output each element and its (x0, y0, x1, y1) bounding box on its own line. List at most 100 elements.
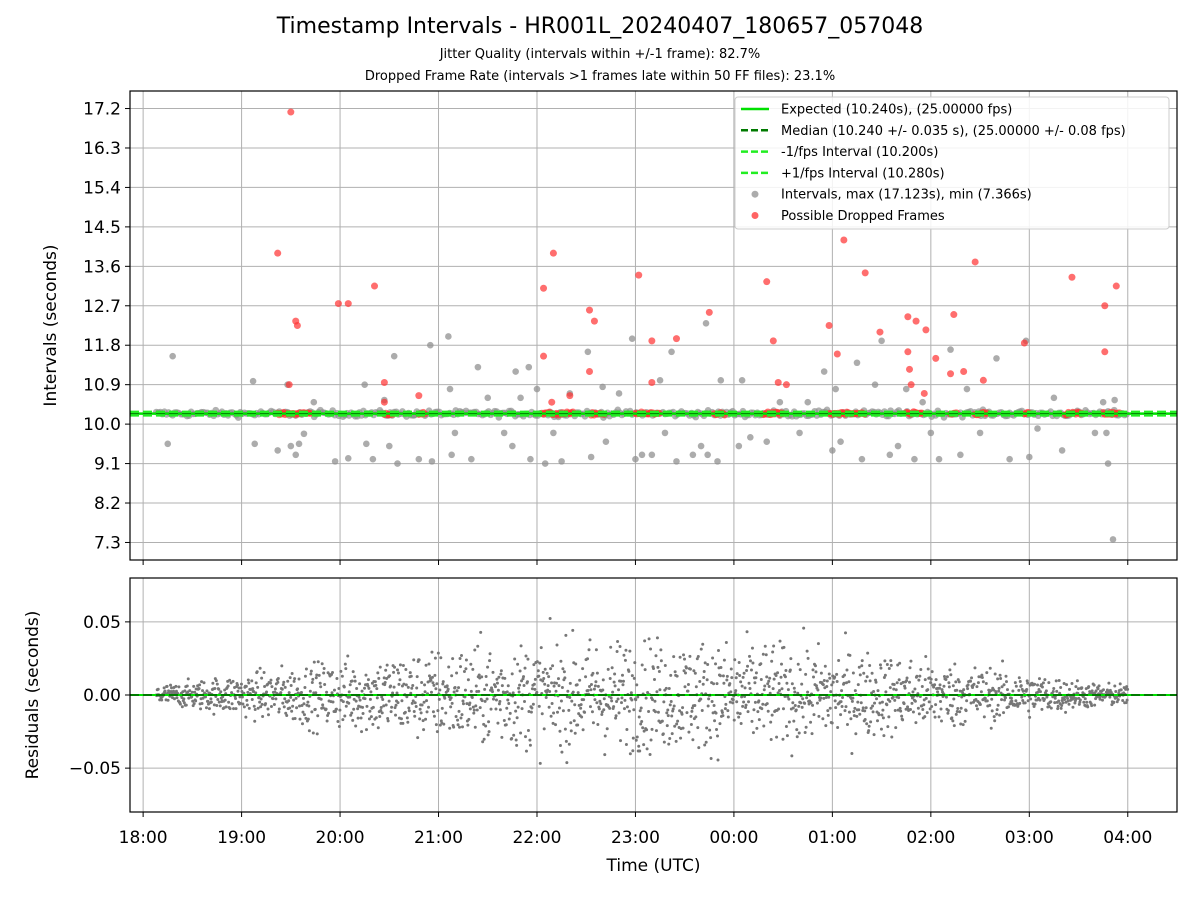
residual-point (921, 707, 925, 711)
residual-point (488, 659, 492, 663)
residual-point (299, 691, 303, 695)
residual-point (812, 675, 816, 679)
residual-point (979, 690, 983, 694)
residual-point (283, 697, 287, 701)
residual-point (990, 709, 994, 713)
residual-point (862, 671, 866, 675)
residual-point (407, 709, 411, 713)
residual-point (681, 726, 685, 730)
residual-point (453, 685, 457, 689)
residual-point (647, 710, 651, 714)
residual-point (794, 708, 798, 712)
residual-point (532, 682, 536, 686)
residual-point (307, 704, 311, 708)
residual-point (1011, 689, 1015, 693)
residual-point (1039, 683, 1043, 687)
dropped-frame-point (549, 249, 557, 257)
residual-point (165, 684, 169, 688)
residual-point (707, 697, 711, 701)
residual-point (254, 681, 258, 685)
interval-point (274, 447, 281, 454)
residual-point (1025, 687, 1029, 691)
dropped-frame-point (906, 365, 914, 373)
residual-point (282, 680, 286, 684)
legend: Expected (10.240s), (25.00000 fps)Median… (734, 96, 1170, 230)
residual-point (261, 714, 265, 718)
interval-point (310, 398, 318, 406)
residual-point (540, 712, 544, 716)
residual-point (664, 686, 668, 690)
interval-point (602, 438, 610, 445)
residual-point (1121, 699, 1125, 703)
residual-point (550, 681, 554, 685)
residual-point (214, 679, 218, 683)
interval-point (697, 442, 705, 450)
residual-point (726, 709, 730, 713)
residual-point (985, 671, 989, 675)
residual-point (791, 701, 795, 705)
residual-point (801, 715, 805, 719)
residual-point (247, 706, 251, 710)
residual-point (486, 665, 490, 669)
interval-point (517, 394, 524, 402)
residual-point (1124, 701, 1128, 705)
residual-point (1094, 689, 1098, 693)
residual-point (491, 697, 495, 701)
residual-point (673, 670, 677, 674)
residual-point (1119, 688, 1123, 692)
x-tick-label: 18:00 (119, 828, 168, 848)
residual-point (872, 733, 876, 737)
residual-point (250, 697, 254, 701)
residual-point (408, 671, 412, 675)
residual-point (516, 662, 520, 666)
dropped-frame-point (648, 378, 656, 386)
legend-marker-swatch (751, 190, 759, 198)
residual-point (716, 649, 720, 653)
residual-point (993, 719, 997, 723)
residual-point (365, 704, 369, 708)
residual-point (998, 673, 1002, 677)
residual-point (533, 687, 537, 691)
residual-point (563, 727, 567, 731)
residual-point (777, 681, 781, 685)
residual-point (791, 706, 795, 710)
residual-point (684, 666, 688, 670)
residual-point (374, 683, 378, 687)
residual-point (497, 702, 501, 706)
residual-point (778, 639, 782, 643)
residual-point (538, 761, 542, 765)
residual-point (860, 659, 864, 663)
residual-point (911, 690, 915, 694)
residual-point (960, 695, 964, 699)
residual-point (693, 704, 697, 708)
residual-point (738, 673, 742, 677)
residual-point (776, 691, 780, 695)
residual-point (874, 680, 878, 684)
residual-point (897, 678, 901, 682)
residual-point (905, 676, 909, 680)
interval-point (702, 320, 710, 327)
residual-point (325, 690, 329, 694)
residual-point (314, 676, 318, 680)
residual-point (315, 732, 319, 736)
residual-point (599, 702, 603, 706)
residual-point (542, 676, 546, 680)
residual-point (923, 715, 927, 719)
residual-point (706, 663, 710, 667)
residual-point (247, 681, 251, 685)
interval-point (858, 455, 866, 463)
residual-point (843, 709, 847, 713)
residual-point (510, 672, 514, 676)
residual-point (346, 654, 350, 658)
residual-point (332, 688, 336, 692)
residual-point (1033, 682, 1037, 686)
residual-point (546, 684, 550, 688)
residual-point (1076, 687, 1080, 691)
residual-point (954, 712, 958, 716)
residual-point (1125, 685, 1129, 689)
residual-point (1001, 659, 1005, 663)
residual-point (236, 689, 240, 693)
residual-point (287, 699, 291, 703)
residual-point (835, 680, 839, 684)
residual-point (414, 704, 418, 708)
